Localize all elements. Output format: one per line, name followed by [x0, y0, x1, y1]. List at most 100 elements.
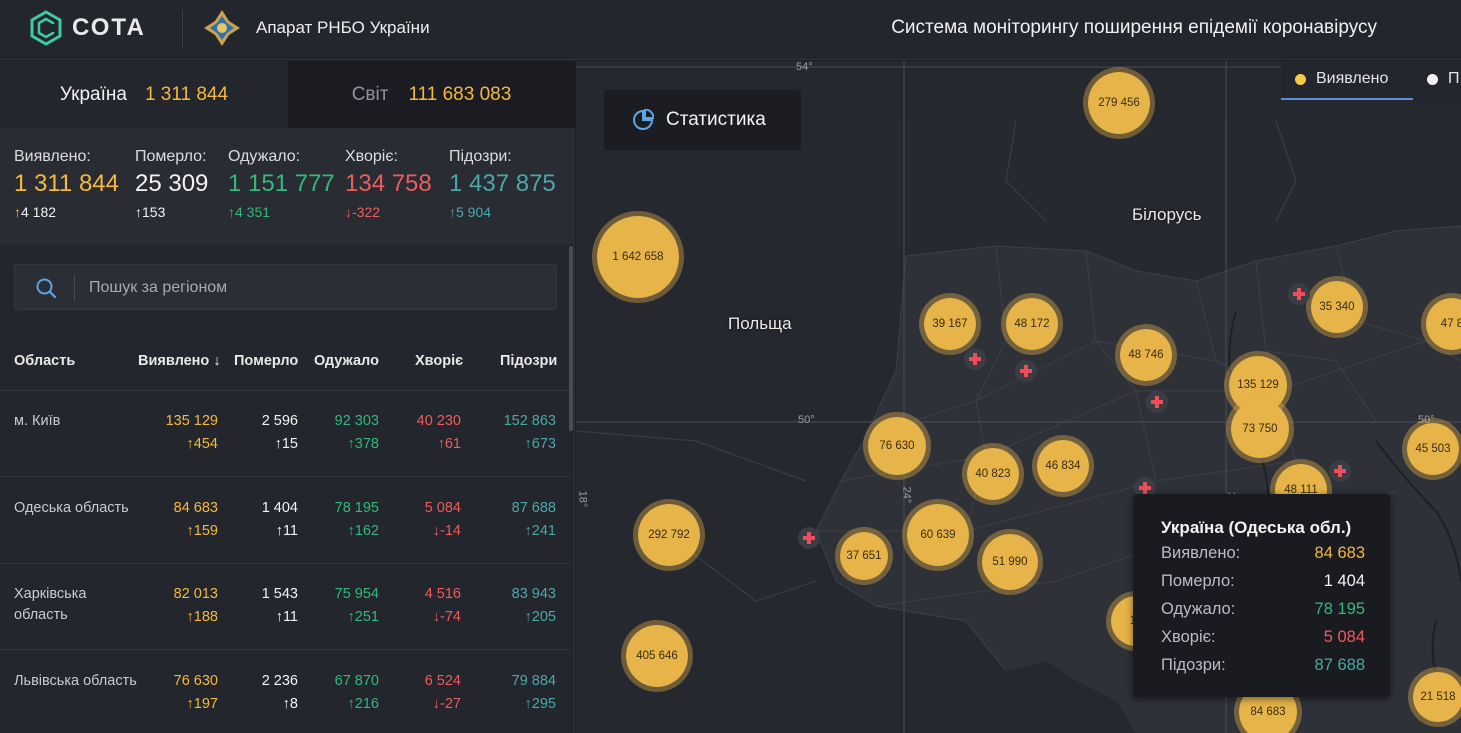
row-detected-value: 82 013 [173, 586, 218, 602]
row-recovered-value: 67 870 [334, 672, 379, 689]
summary-died: Померло: 25 309 153 [135, 148, 208, 220]
brand-name[interactable]: СОТА [72, 14, 146, 41]
header-divider [182, 10, 183, 48]
row-suspected-value: 83 943 [511, 586, 556, 602]
map-cluster-bubble[interactable]: 35 340 [1306, 276, 1368, 338]
tooltip-recovered-label: Одужало: [1161, 600, 1236, 618]
col-recovered[interactable]: Одужало [314, 353, 379, 369]
map-cluster-bubble[interactable]: 21 518 [1408, 667, 1461, 727]
row-suspected-delta: 205 [476, 609, 556, 625]
table-row[interactable]: Харківська область 82 013 188 1 543 11 75 954… [0, 564, 570, 650]
map-cluster-bubble[interactable]: 73 750 [1226, 395, 1294, 463]
tooltip-row-suspected: Підозри: 87 688 [1161, 656, 1365, 675]
sort-arrow-down-icon: ↓ [213, 353, 221, 369]
summary-suspected-delta-value: 5 904 [456, 204, 492, 220]
summary-stats: Виявлено: 1 311 844 4 182 Померло: 25 30… [0, 128, 575, 244]
medical-cross-icon[interactable] [964, 348, 986, 370]
search-divider [74, 275, 75, 301]
row-recovered-delta: 162 [299, 523, 379, 539]
map-cluster-bubble[interactable]: 279 456 [1083, 67, 1155, 139]
row-suspected-value: 79 884 [511, 672, 556, 689]
map-cluster-bubble[interactable]: 51 990 [977, 529, 1043, 595]
panel-scrollbar[interactable] [569, 246, 573, 431]
summary-recovered-value: 1 151 777 [228, 170, 335, 197]
map-area[interactable]: 54° 50° 50° 24° 18° 3 Білорусь Польща Ст… [576, 61, 1461, 733]
map-cluster-bubble[interactable]: 76 630 [863, 412, 931, 480]
map-cluster-bubble[interactable]: 47 8 [1421, 293, 1461, 355]
legend-active-underline [1281, 98, 1413, 100]
table-row[interactable]: м. Київ 135 129 454 2 596 15 92 303 378 40 230 6… [0, 391, 570, 477]
summary-died-value: 25 309 [135, 170, 209, 197]
tooltip-row-died: Померло: 1 404 [1161, 572, 1365, 591]
search-icon[interactable] [35, 277, 57, 299]
map-cluster-bubble[interactable]: 292 792 [633, 499, 705, 571]
map-cluster-bubble[interactable]: 60 639 [902, 499, 974, 571]
scope-tabs: Україна 1 311 844 Світ 111 683 083 [0, 61, 575, 128]
row-region-name: Одеська область [14, 499, 129, 516]
system-title: Система моніторингу поширення епідемії к… [891, 17, 1377, 38]
map-cluster-bubble[interactable]: 46 834 [1032, 435, 1094, 497]
tab-world-label: Світ [351, 83, 389, 105]
col-region[interactable]: Область [14, 353, 76, 369]
table-row[interactable]: Львівська область 76 630 197 2 236 8 67 870 21… [0, 651, 570, 733]
medical-cross-icon[interactable] [1329, 460, 1351, 482]
summary-suspected-label: Підозри: [449, 148, 512, 165]
tooltip-sick-value: 5 084 [1323, 628, 1365, 646]
tab-world-value: 111 683 083 [408, 83, 512, 105]
map-cluster-bubble[interactable]: 1 642 658 [592, 211, 684, 303]
col-detected-label: Виявлено [138, 353, 210, 369]
legend-detected-label: Виявлено [1316, 70, 1389, 87]
medical-cross-icon[interactable] [798, 527, 820, 549]
row-detected-delta: 454 [138, 436, 218, 452]
row-detected-value: 84 683 [173, 499, 218, 516]
search-input[interactable] [89, 273, 539, 303]
tooltip-title: Україна (Одеська обл.) [1161, 518, 1352, 537]
summary-detected-delta: 4 182 [14, 204, 119, 220]
col-suspected[interactable]: Підозри [500, 353, 558, 369]
row-recovered-delta: 251 [299, 609, 379, 625]
medical-cross-icon[interactable] [1134, 477, 1156, 499]
tooltip-row-detected: Виявлено: 84 683 [1161, 544, 1365, 563]
left-panel: Україна 1 311 844 Світ 111 683 083 Виявл… [0, 61, 575, 733]
table-row[interactable]: Одеська область 84 683 159 1 404 11 78 195 162… [0, 478, 570, 564]
summary-sick-delta-value: -322 [352, 204, 381, 220]
legend-other-dot-icon [1427, 73, 1438, 85]
map-cluster-bubble[interactable]: 135 129 [1224, 351, 1292, 419]
map-cluster-bubble[interactable]: 39 167 [919, 293, 981, 355]
map-cluster-bubble[interactable]: 40 823 [962, 443, 1024, 505]
legend-other[interactable]: П [1427, 70, 1460, 88]
row-sick-value: 40 230 [416, 413, 461, 429]
medical-cross-icon[interactable] [1015, 360, 1037, 382]
row-suspected-value: 87 688 [511, 499, 556, 516]
sota-logo-icon[interactable] [28, 10, 64, 46]
map-cluster-bubble[interactable]: 405 646 [621, 620, 693, 692]
row-detected-delta: 159 [138, 523, 218, 539]
map-cluster-bubble[interactable]: 48 172 [1001, 293, 1063, 355]
summary-sick-delta: -322 [345, 204, 432, 220]
tab-ukraine[interactable]: Україна 1 311 844 [0, 61, 288, 128]
map-cluster-bubble[interactable]: 37 651 [835, 527, 893, 585]
row-recovered-value: 92 303 [334, 413, 379, 429]
row-recovered-delta: 378 [299, 436, 379, 452]
medical-cross-icon[interactable] [1146, 391, 1168, 413]
map-cluster-bubble[interactable]: 48 746 [1115, 324, 1177, 386]
row-died-value: 1 404 [261, 499, 298, 516]
summary-died-delta: 153 [135, 204, 208, 220]
statistics-button[interactable]: Статистика [604, 90, 801, 150]
row-sick-delta: 61 [381, 436, 461, 452]
medical-cross-icon[interactable] [1288, 283, 1310, 305]
region-search[interactable] [14, 264, 557, 310]
row-suspected-delta: 241 [476, 523, 556, 539]
tab-world[interactable]: Світ 111 683 083 [288, 61, 575, 128]
col-sick[interactable]: Хворіє [415, 353, 464, 369]
row-suspected-delta: 673 [476, 436, 556, 452]
row-sick-delta: -74 [381, 609, 461, 625]
rnbo-emblem-icon [204, 10, 240, 46]
legend-detected-dot-icon [1295, 73, 1306, 85]
row-sick-value: 4 516 [424, 586, 461, 602]
pie-chart-icon [633, 109, 654, 130]
col-died[interactable]: Померло [234, 353, 299, 369]
legend-detected[interactable]: Виявлено [1295, 70, 1388, 88]
map-cluster-bubble[interactable]: 45 503 [1402, 418, 1461, 480]
col-detected[interactable]: Виявлено ↓ [138, 353, 221, 369]
